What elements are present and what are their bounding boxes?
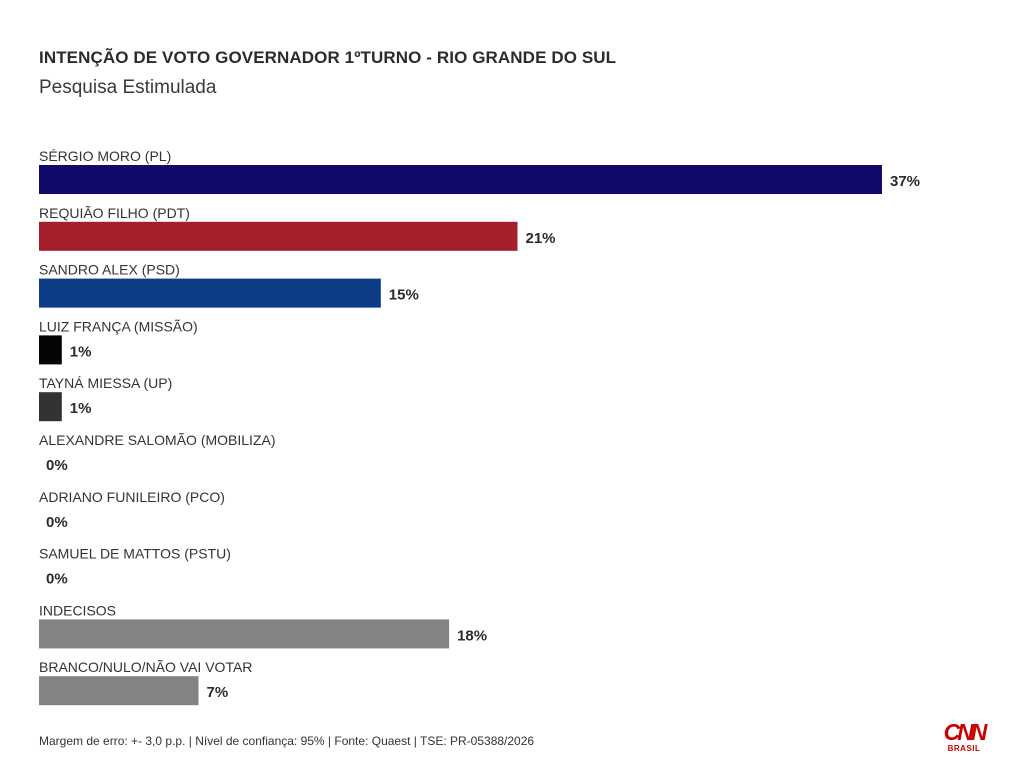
- footer-note: Margem de erro: +- 3,0 p.p. | Nível de c…: [39, 734, 535, 748]
- logo-mark: CNN: [943, 719, 988, 745]
- chart-subtitle: Pesquisa Estimulada: [39, 77, 217, 98]
- bar: [39, 676, 199, 706]
- category-label: ALEXANDRE SALOMÃO (MOBILIZA): [39, 432, 276, 448]
- category-label: BRANCO/NULO/NÃO VAI VOTAR: [39, 659, 252, 675]
- category-label: TAYNÁ MIESSA (UP): [39, 375, 172, 391]
- value-label: 1%: [70, 343, 92, 360]
- cnn-brasil-logo: CNN BRASIL: [941, 719, 988, 756]
- bar: [39, 619, 450, 649]
- value-label: 37%: [890, 173, 920, 190]
- value-label: 0%: [46, 571, 68, 588]
- value-label: 7%: [207, 684, 229, 701]
- value-label: 0%: [46, 514, 68, 531]
- value-label: 18%: [457, 627, 487, 644]
- category-label: LUIZ FRANÇA (MISSÃO): [39, 318, 198, 334]
- value-label: 1%: [70, 400, 92, 417]
- value-label: 21%: [526, 230, 556, 247]
- value-label: 0%: [46, 457, 68, 474]
- value-label: 15%: [389, 287, 419, 304]
- category-label: SAMUEL DE MATTOS (PSTU): [39, 546, 231, 562]
- chart-title: INTENÇÃO DE VOTO GOVERNADOR 1ºTURNO - RI…: [39, 48, 617, 67]
- bar: [39, 165, 882, 194]
- bar: [39, 392, 62, 422]
- logo-sub: BRASIL: [947, 744, 981, 753]
- bar-chart: SÉRGIO MORO (PL) 37% REQUIÃO FILHO (PDT) 21…: [39, 148, 920, 706]
- category-label: REQUIÃO FILHO (PDT): [39, 205, 190, 221]
- bar: [39, 278, 381, 308]
- bar: [39, 335, 62, 365]
- category-label: SANDRO ALEX (PSD): [39, 262, 180, 278]
- category-label: INDECISOS: [39, 602, 116, 618]
- bar: [39, 221, 518, 251]
- category-label: SÉRGIO MORO (PL): [39, 148, 171, 164]
- category-label: ADRIANO FUNILEIRO (PCO): [39, 489, 225, 505]
